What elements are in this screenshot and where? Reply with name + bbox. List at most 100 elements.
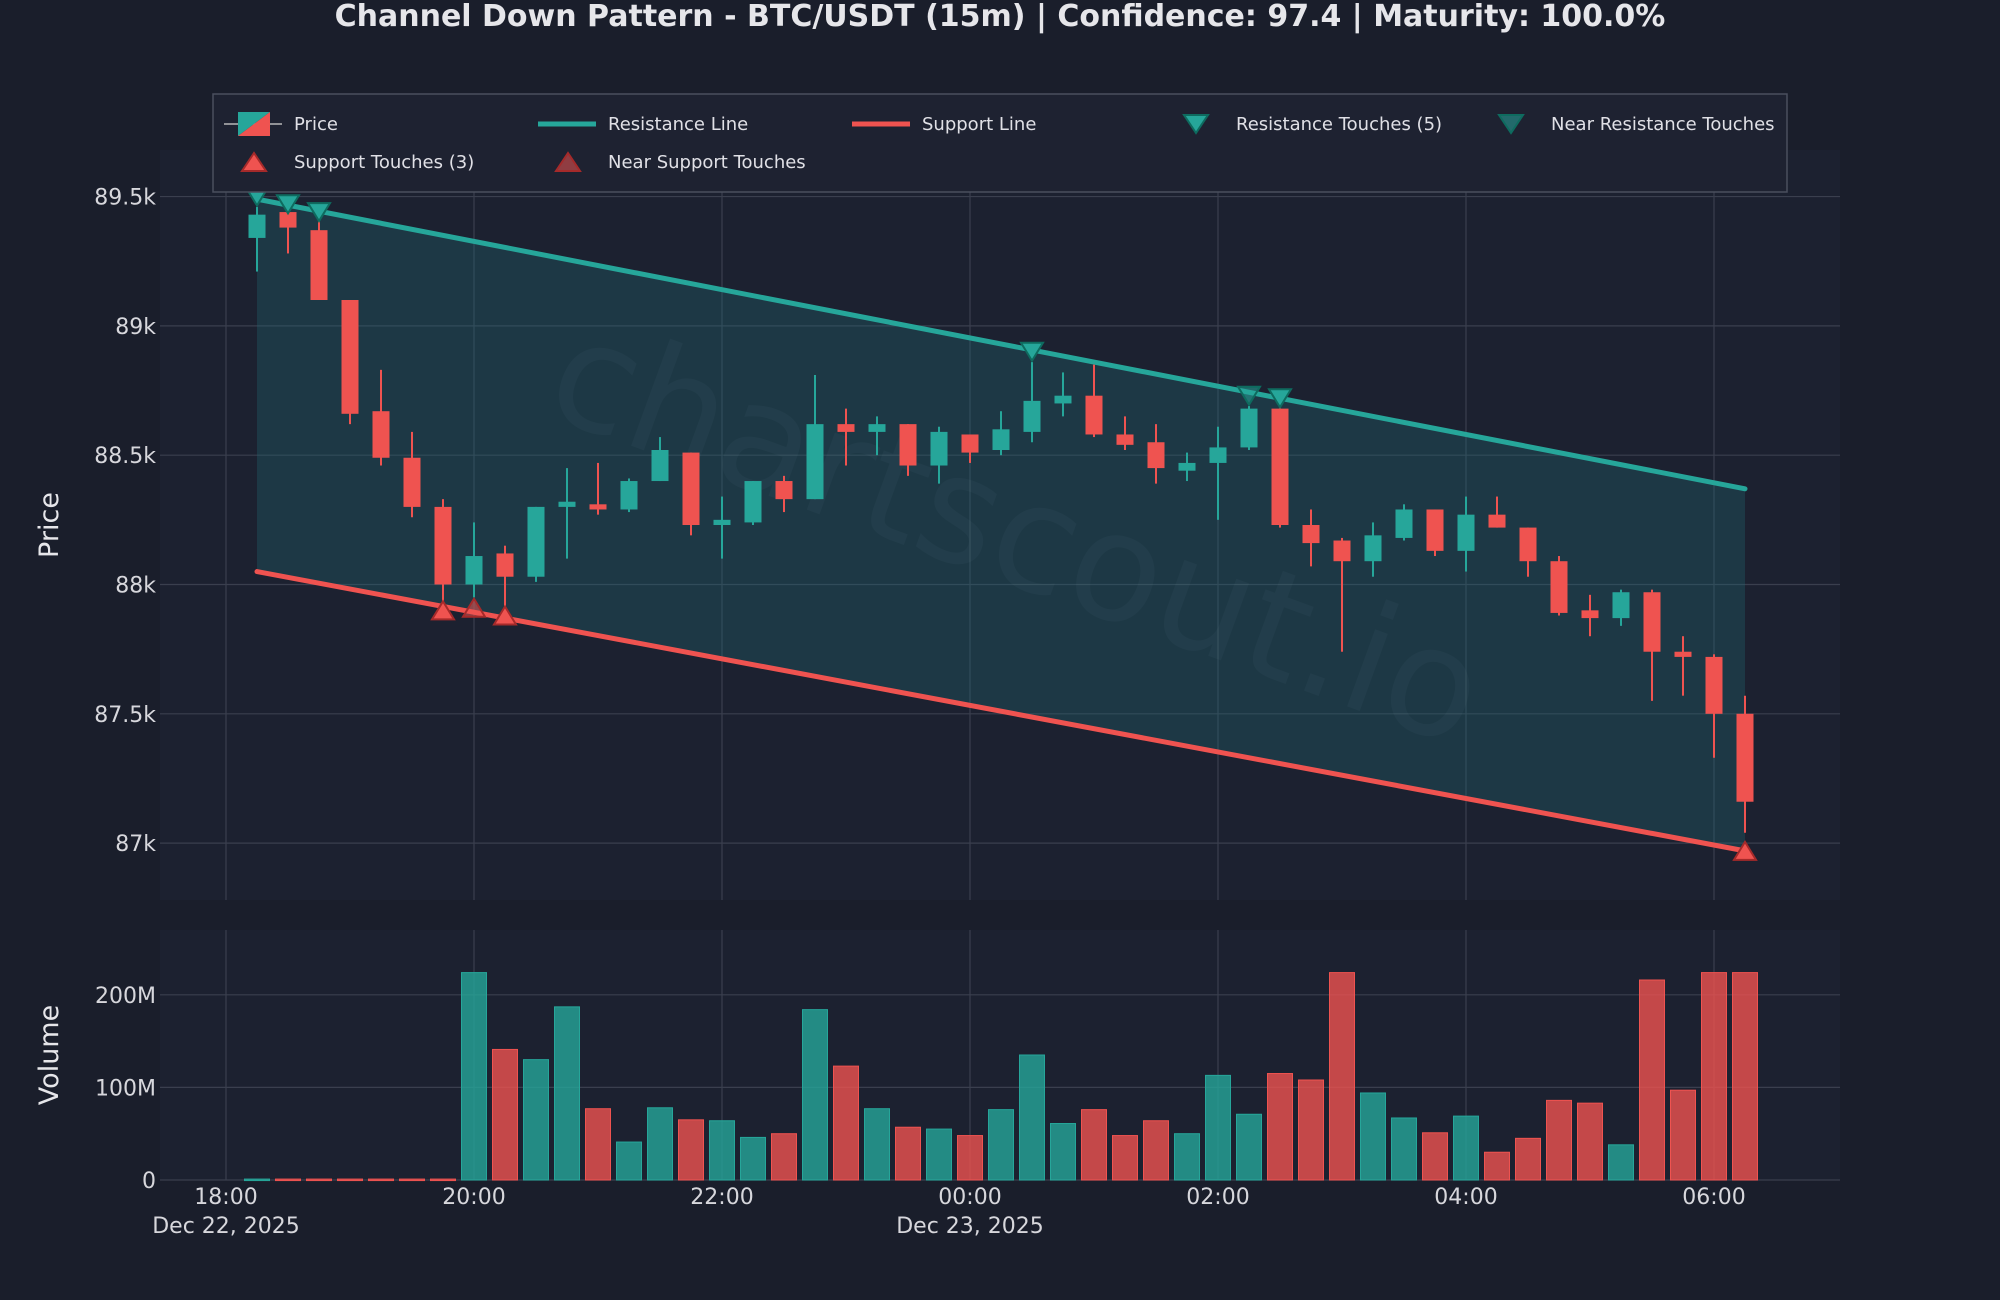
legend-label: Resistance Line bbox=[608, 114, 748, 135]
legend-item: Near Resistance Touches bbox=[1497, 114, 1775, 135]
volume-bar bbox=[430, 1178, 456, 1182]
legend-label: Near Resistance Touches bbox=[1551, 114, 1775, 135]
volume-bar bbox=[523, 1059, 549, 1181]
volume-tick-labels: 0 100M 200M bbox=[95, 984, 156, 1194]
volume-bar bbox=[1577, 1102, 1603, 1181]
candle-body bbox=[1054, 395, 1072, 404]
candle-body bbox=[620, 481, 638, 510]
volume-bar bbox=[554, 1006, 580, 1181]
volume-bar bbox=[337, 1178, 363, 1182]
volume-bar bbox=[244, 1178, 270, 1182]
candle-body bbox=[403, 457, 421, 507]
candle-body bbox=[961, 434, 979, 453]
volume-bar bbox=[1329, 972, 1355, 1181]
price-tick-labels: 87k 87.5k 88k 88.5k 89k 89.5k bbox=[94, 186, 156, 858]
legend-down-swatch bbox=[238, 112, 270, 136]
candle-body bbox=[1333, 540, 1351, 562]
legend-marker-swatch bbox=[240, 151, 268, 172]
x-tick-label: 20:00 bbox=[442, 1185, 505, 1210]
candle bbox=[310, 209, 328, 300]
candle-body bbox=[1736, 713, 1754, 802]
volume-bar bbox=[1484, 1151, 1510, 1181]
volume-bar bbox=[368, 1178, 394, 1182]
channel-fill bbox=[257, 199, 1745, 851]
volume-bar bbox=[1670, 1089, 1696, 1181]
candle-body bbox=[1705, 656, 1723, 714]
candle-body bbox=[341, 300, 359, 414]
candle-body bbox=[713, 519, 731, 525]
legend-label: Support Touches (3) bbox=[294, 152, 474, 173]
support-touch-marker bbox=[1732, 839, 1758, 861]
volume-bar bbox=[1639, 979, 1665, 1181]
volume-bar bbox=[1391, 1117, 1417, 1181]
candle-body bbox=[1674, 651, 1692, 657]
candle bbox=[713, 496, 731, 559]
volume-bar bbox=[895, 1126, 921, 1181]
candle-body bbox=[1240, 408, 1258, 448]
candle bbox=[589, 462, 607, 515]
candle bbox=[1271, 403, 1289, 528]
legend-marker-swatch bbox=[554, 151, 582, 172]
candle-body bbox=[279, 212, 297, 228]
volume-bar bbox=[616, 1141, 642, 1181]
resistance-touch-marker bbox=[1267, 388, 1293, 410]
candle-body bbox=[1395, 509, 1413, 538]
candle bbox=[744, 481, 762, 525]
volume-bar bbox=[1732, 972, 1758, 1181]
candle-body bbox=[1302, 525, 1320, 544]
candle bbox=[651, 437, 669, 482]
x-tick-label: 06:00 bbox=[1682, 1185, 1745, 1210]
candle bbox=[1643, 589, 1661, 701]
candle bbox=[930, 426, 948, 484]
candle-body bbox=[372, 411, 390, 458]
candle bbox=[434, 499, 452, 606]
volume-bar bbox=[1608, 1144, 1634, 1181]
volume-bar bbox=[833, 1065, 859, 1181]
volume-bar bbox=[926, 1128, 952, 1181]
legend-label: Price bbox=[294, 114, 338, 135]
candle bbox=[1023, 362, 1041, 443]
legend-item: Price bbox=[224, 112, 338, 136]
volume-bar bbox=[647, 1107, 673, 1181]
candle-body bbox=[930, 431, 948, 466]
candle bbox=[558, 468, 576, 559]
candle bbox=[1054, 372, 1072, 417]
volume-bar bbox=[1143, 1120, 1169, 1181]
candle bbox=[1705, 654, 1723, 758]
candle-body bbox=[1581, 610, 1599, 619]
legend: Price Resistance Line Support Line Resistan… bbox=[212, 93, 1788, 193]
x-tick-label: 18:00 bbox=[194, 1185, 257, 1210]
volume-bar bbox=[709, 1120, 735, 1181]
price-axis-title: Price bbox=[34, 492, 65, 558]
volume-bar bbox=[306, 1178, 332, 1182]
legend-item: Support Line bbox=[852, 114, 1036, 135]
legend-item: Near Support Touches bbox=[554, 151, 806, 173]
candle-body bbox=[1550, 561, 1568, 613]
resistance-touch-marker bbox=[1019, 341, 1045, 363]
volume-bar bbox=[957, 1135, 983, 1181]
price-tick-label: 88.5k bbox=[94, 444, 156, 469]
candle bbox=[1736, 695, 1754, 833]
volume-bar bbox=[461, 972, 487, 1181]
volume-bar bbox=[988, 1109, 1014, 1181]
x-tick-label: 00:00 bbox=[938, 1185, 1001, 1210]
candle bbox=[465, 522, 483, 598]
volume-bar bbox=[399, 1178, 425, 1182]
volume-bar bbox=[275, 1178, 301, 1182]
volume-bar bbox=[585, 1108, 611, 1181]
candle bbox=[1333, 537, 1351, 652]
price-tick-label: 89.5k bbox=[94, 186, 156, 211]
candle bbox=[496, 545, 514, 611]
candle bbox=[1209, 426, 1227, 520]
volume-bar bbox=[1546, 1099, 1572, 1181]
candle bbox=[248, 206, 266, 272]
candle bbox=[403, 431, 421, 518]
legend-label: Resistance Touches (5) bbox=[1236, 114, 1442, 135]
candle-body bbox=[806, 424, 824, 500]
volume-bar bbox=[1174, 1133, 1200, 1181]
price-tick-label: 87.5k bbox=[94, 703, 156, 728]
candle bbox=[1116, 416, 1134, 450]
legend-label: Support Line bbox=[922, 114, 1036, 135]
candle-body bbox=[992, 429, 1010, 450]
touch-markers bbox=[244, 186, 1758, 861]
